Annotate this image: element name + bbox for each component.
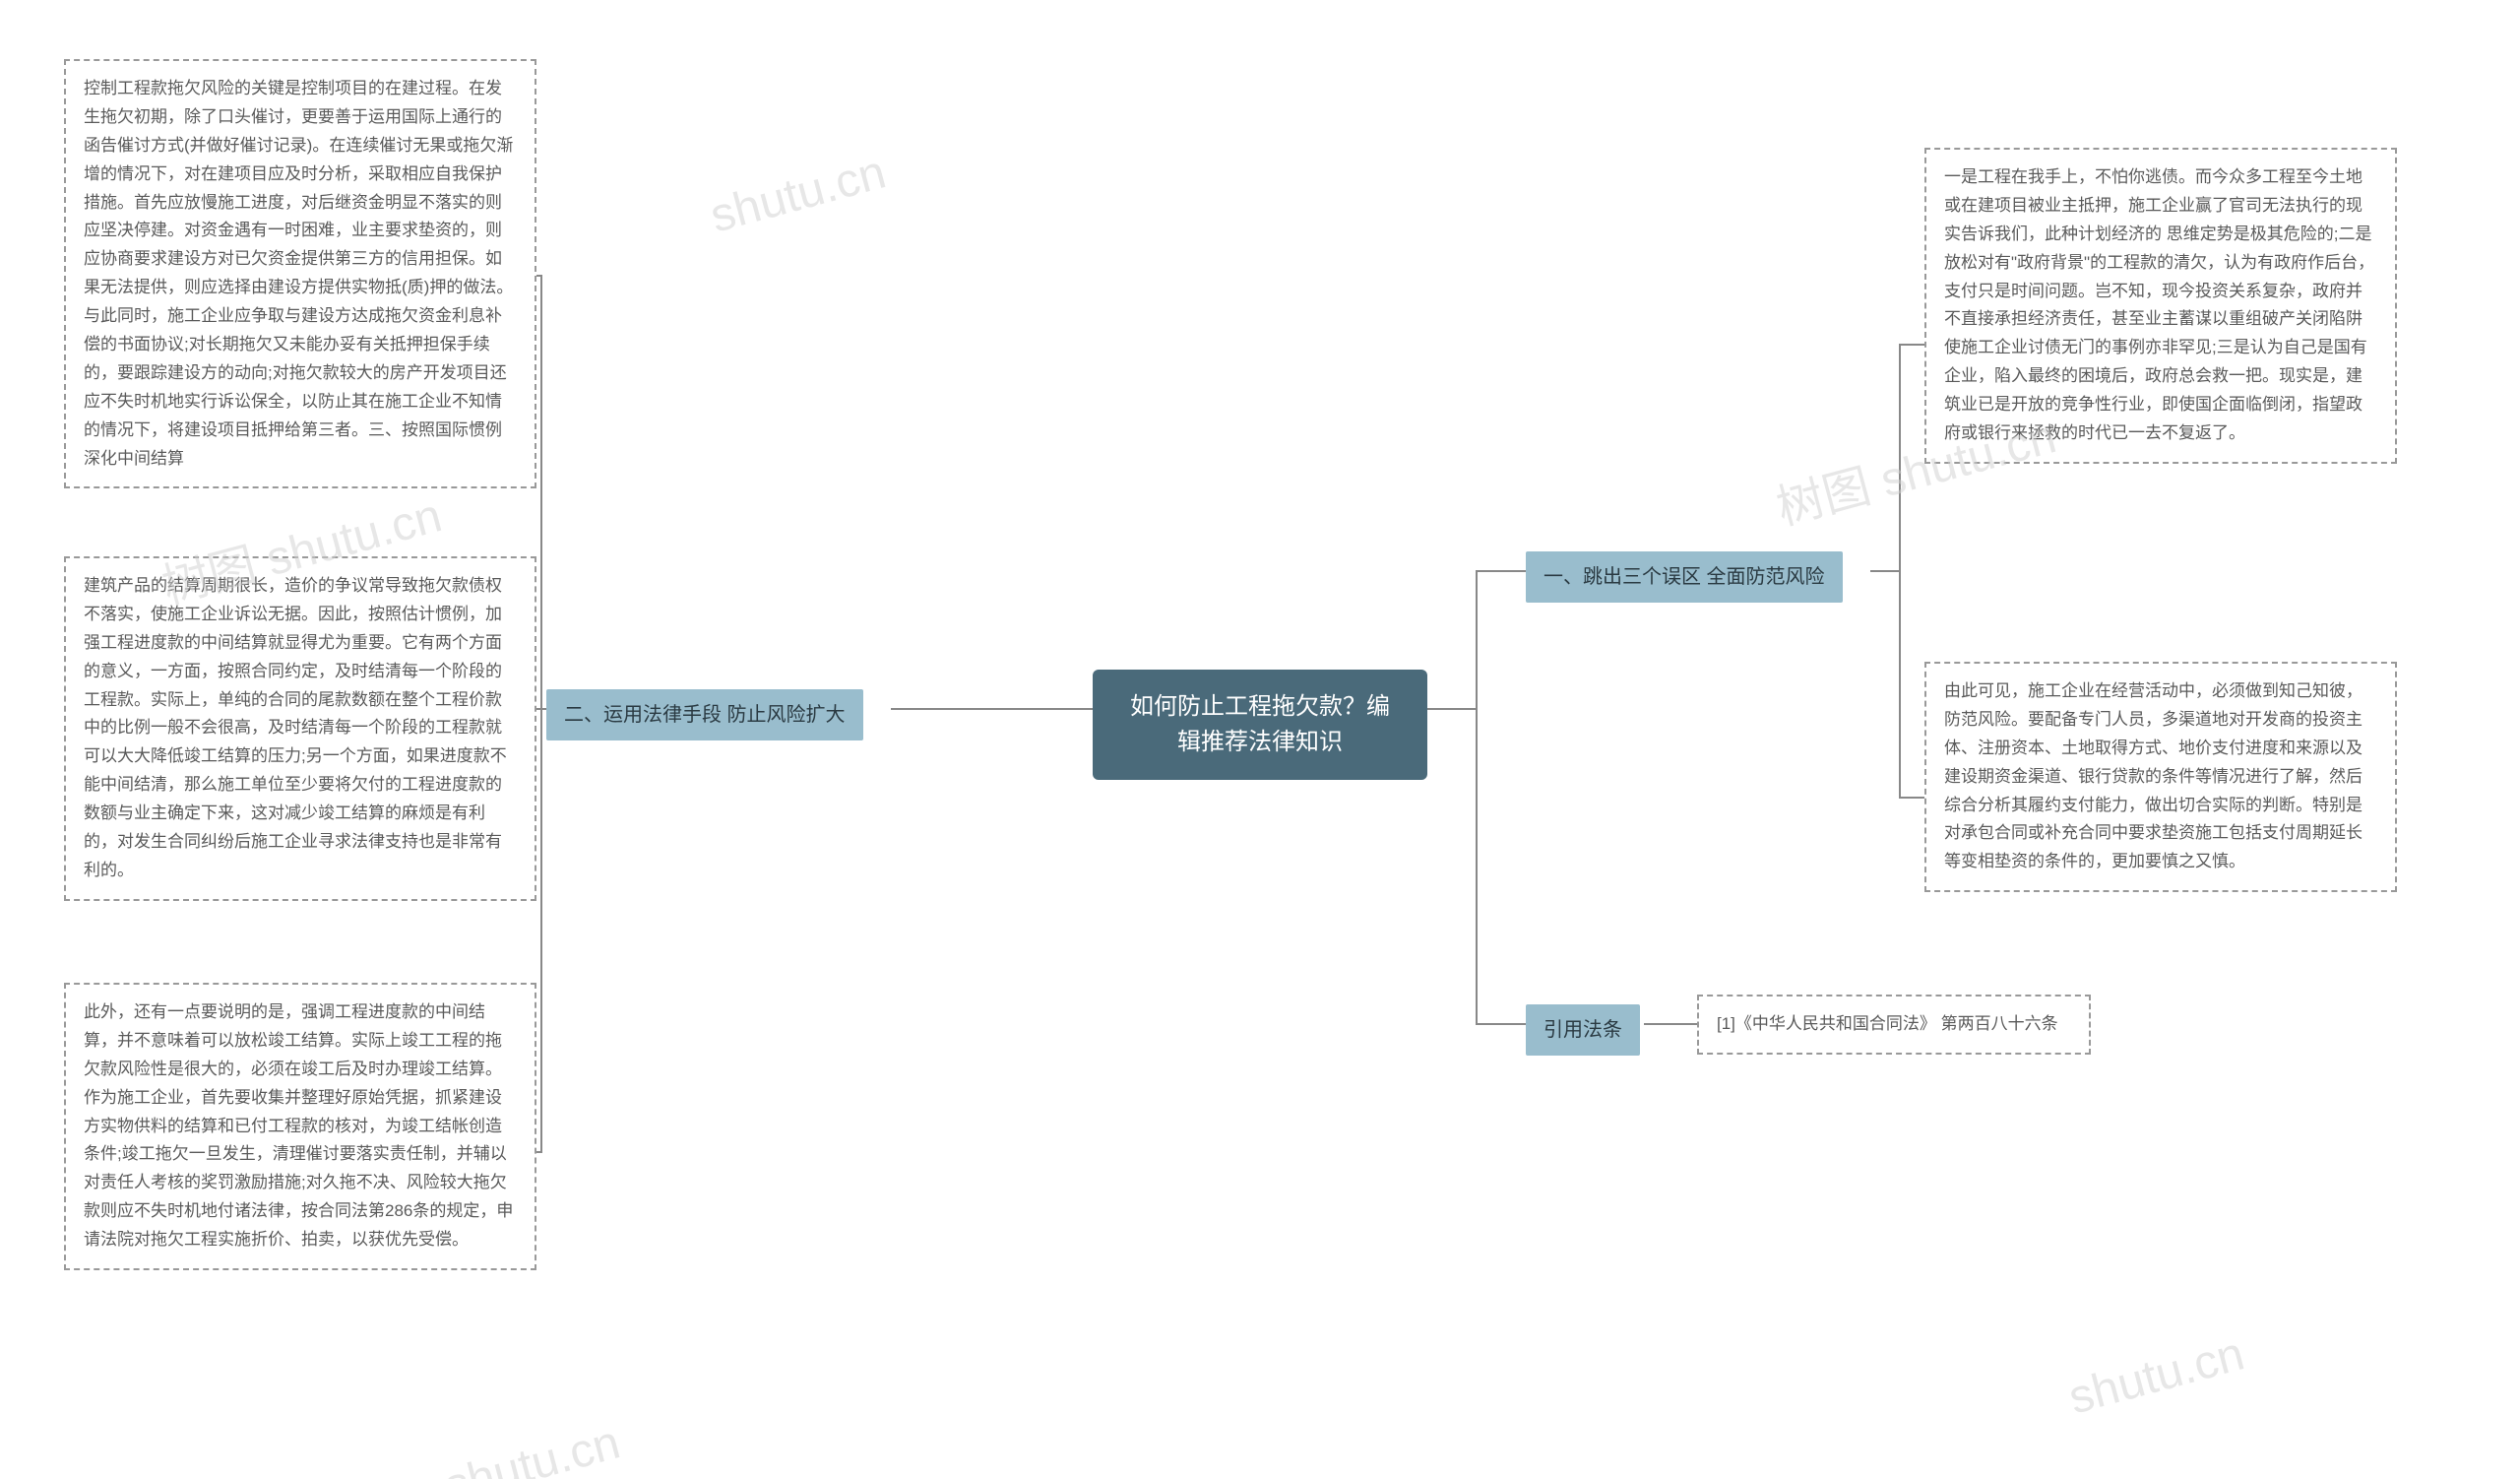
connector-lines — [0, 0, 2520, 1479]
